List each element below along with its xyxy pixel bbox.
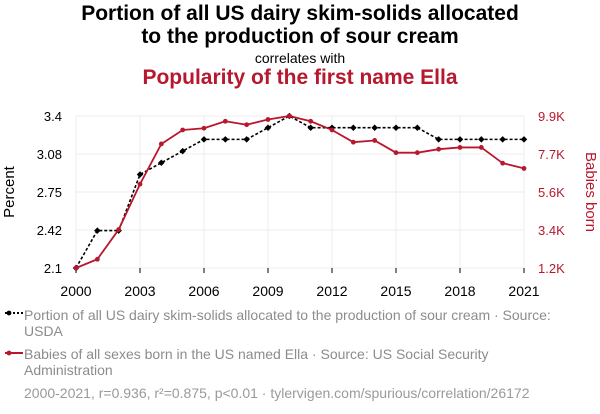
data-point-series-2 xyxy=(286,113,292,119)
data-point-series-1 xyxy=(392,124,400,131)
footer-note: 2000-2021, r=0.936, r²=0.875, p<0.01 · t… xyxy=(24,385,530,401)
y-tick-label-right: 1.2K xyxy=(538,261,565,276)
data-point-series-1 xyxy=(179,147,186,155)
chart-title-line2: to the production of sour cream xyxy=(141,25,459,48)
data-point-series-2 xyxy=(137,181,143,187)
x-tick-label: 2021 xyxy=(508,283,539,299)
y-tick-label-left: 3.4 xyxy=(44,109,62,124)
data-point-series-2 xyxy=(244,122,250,128)
data-point-series-2 xyxy=(94,256,100,262)
data-point-series-1 xyxy=(158,159,165,167)
chart-title: Portion of all US dairy skim-solids allo… xyxy=(0,2,600,48)
chart-title-line1: Portion of all US dairy skim-solids allo… xyxy=(81,2,519,25)
data-point-series-1 xyxy=(478,136,485,143)
y-tick-label-left: 2.1 xyxy=(44,261,62,276)
data-point-series-2 xyxy=(372,138,378,143)
data-point-series-2 xyxy=(201,125,207,131)
y-axis-title-left: Percent xyxy=(1,165,18,218)
x-tick-label: 2018 xyxy=(444,283,475,299)
data-point-series-2 xyxy=(180,127,186,133)
x-tick-label: 2006 xyxy=(188,283,219,299)
data-point-series-2 xyxy=(222,118,228,124)
y-tick-label-left: 3.08 xyxy=(37,147,62,162)
y-axis-title-right: Babies born xyxy=(582,152,599,232)
y-tick-label-right: 9.9K xyxy=(538,109,565,124)
legend-label-2: Babies of all sexes born in the US named… xyxy=(24,346,489,378)
data-point-series-1 xyxy=(200,136,208,143)
y-tick-label-right: 5.6K xyxy=(538,185,565,200)
y-tick-label-left: 2.42 xyxy=(37,223,62,238)
x-tick-label: 2000 xyxy=(60,283,91,299)
chart-subtitle: correlates with xyxy=(254,50,346,66)
x-tick-label: 2009 xyxy=(252,283,283,299)
data-point-series-2 xyxy=(308,118,314,124)
data-point-series-2 xyxy=(329,127,335,133)
y-tick-label-left: 2.75 xyxy=(37,185,62,200)
data-point-series-1 xyxy=(371,124,378,131)
data-point-series-2 xyxy=(414,150,420,156)
data-point-series-1 xyxy=(136,171,144,178)
legend-marker-1 xyxy=(5,310,23,316)
data-point-series-2 xyxy=(116,227,122,232)
data-point-series-2 xyxy=(500,160,506,166)
data-point-series-2 xyxy=(158,141,164,147)
data-point-series-1 xyxy=(264,124,272,131)
data-point-series-2 xyxy=(457,145,463,150)
series-line-2 xyxy=(75,115,525,269)
series-line-1 xyxy=(75,115,524,269)
data-point-series-2 xyxy=(436,146,442,152)
x-tick-label: 2003 xyxy=(124,283,155,299)
legend-marker-2 xyxy=(5,350,23,356)
data-point-series-1 xyxy=(350,124,357,131)
y-tick-label-right: 3.4K xyxy=(538,223,565,238)
data-point-series-1 xyxy=(414,124,421,131)
data-point-series-1 xyxy=(243,136,250,143)
data-point-series-2 xyxy=(393,150,399,156)
y-tick-label-right: 7.7K xyxy=(538,147,565,162)
chart-title-2: Popularity of the first name Ella xyxy=(142,66,458,89)
data-point-series-1 xyxy=(520,136,528,143)
x-tick-label: 2015 xyxy=(380,283,411,299)
data-point-series-2 xyxy=(350,139,356,145)
x-tick-label: 2012 xyxy=(316,283,347,299)
data-point-series-2 xyxy=(521,166,527,171)
data-point-series-1 xyxy=(222,136,229,143)
data-point-series-2 xyxy=(478,145,484,150)
data-point-series-1 xyxy=(499,136,506,143)
data-point-series-1 xyxy=(456,136,464,143)
data-point-series-2 xyxy=(265,117,271,122)
data-point-series-1 xyxy=(307,124,314,131)
data-point-series-1 xyxy=(435,136,442,143)
legend-label-1: Portion of all US dairy skim-solids allo… xyxy=(24,307,551,339)
data-point-series-1 xyxy=(94,227,101,234)
data-point-series-2 xyxy=(73,265,79,271)
